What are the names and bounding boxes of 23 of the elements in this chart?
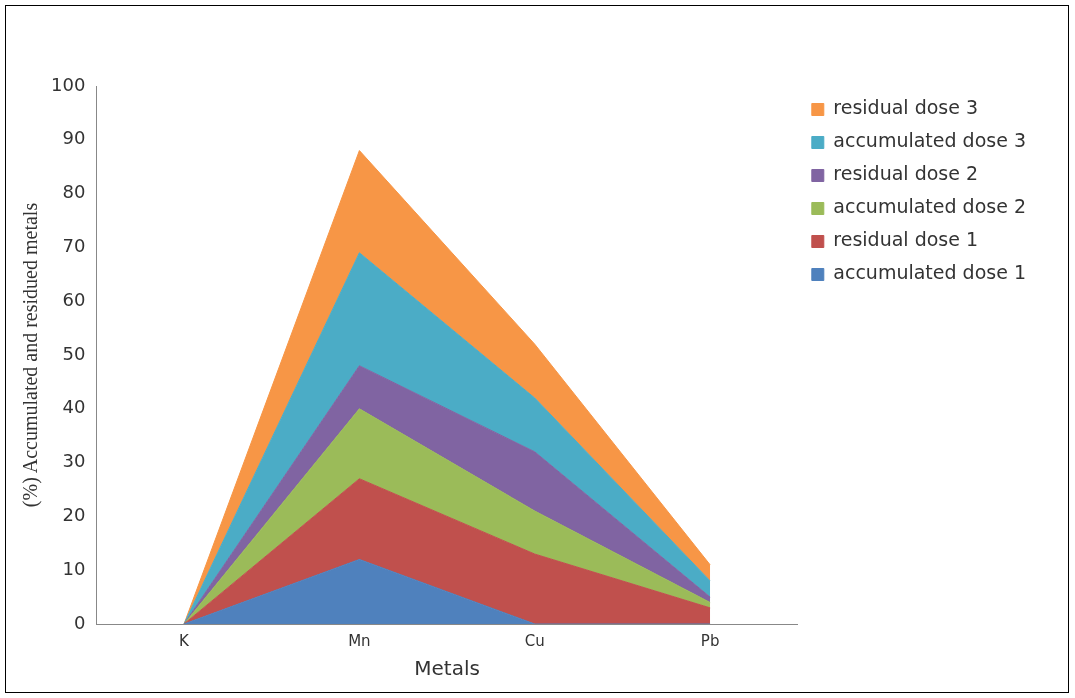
y-tick-label: 90 — [62, 127, 86, 149]
y-tick-label: 80 — [62, 181, 86, 203]
x-tick-label: Pb — [700, 631, 720, 650]
y-tick-label: 40 — [62, 396, 86, 418]
y-tick-label: 20 — [62, 504, 86, 526]
y-tick-label: 70 — [62, 235, 86, 257]
y-tick-label: 60 — [62, 288, 86, 310]
x-tick-label: Mn — [348, 631, 371, 650]
legend-label: accumulated dose 3 — [833, 129, 1027, 152]
legend-label: accumulated dose 1 — [833, 261, 1027, 284]
legend-label: residual dose 1 — [833, 228, 979, 251]
x-tick-label: Cu — [524, 631, 545, 650]
legend-label: accumulated dose 2 — [833, 195, 1027, 218]
y-tick-label: 10 — [62, 557, 86, 579]
y-tick-label: 0 — [73, 611, 86, 633]
y-axis-title: (%) Accumulated and residued metals — [19, 202, 43, 508]
y-tick-label: 100 — [51, 73, 86, 95]
legend-label: residual dose 3 — [833, 96, 979, 119]
x-tick-label: K — [179, 631, 191, 650]
legend-label: residual dose 2 — [833, 162, 979, 185]
y-tick-label: 30 — [62, 450, 86, 472]
x-axis-title: Metals — [414, 656, 480, 681]
y-tick-label: 50 — [62, 342, 86, 364]
